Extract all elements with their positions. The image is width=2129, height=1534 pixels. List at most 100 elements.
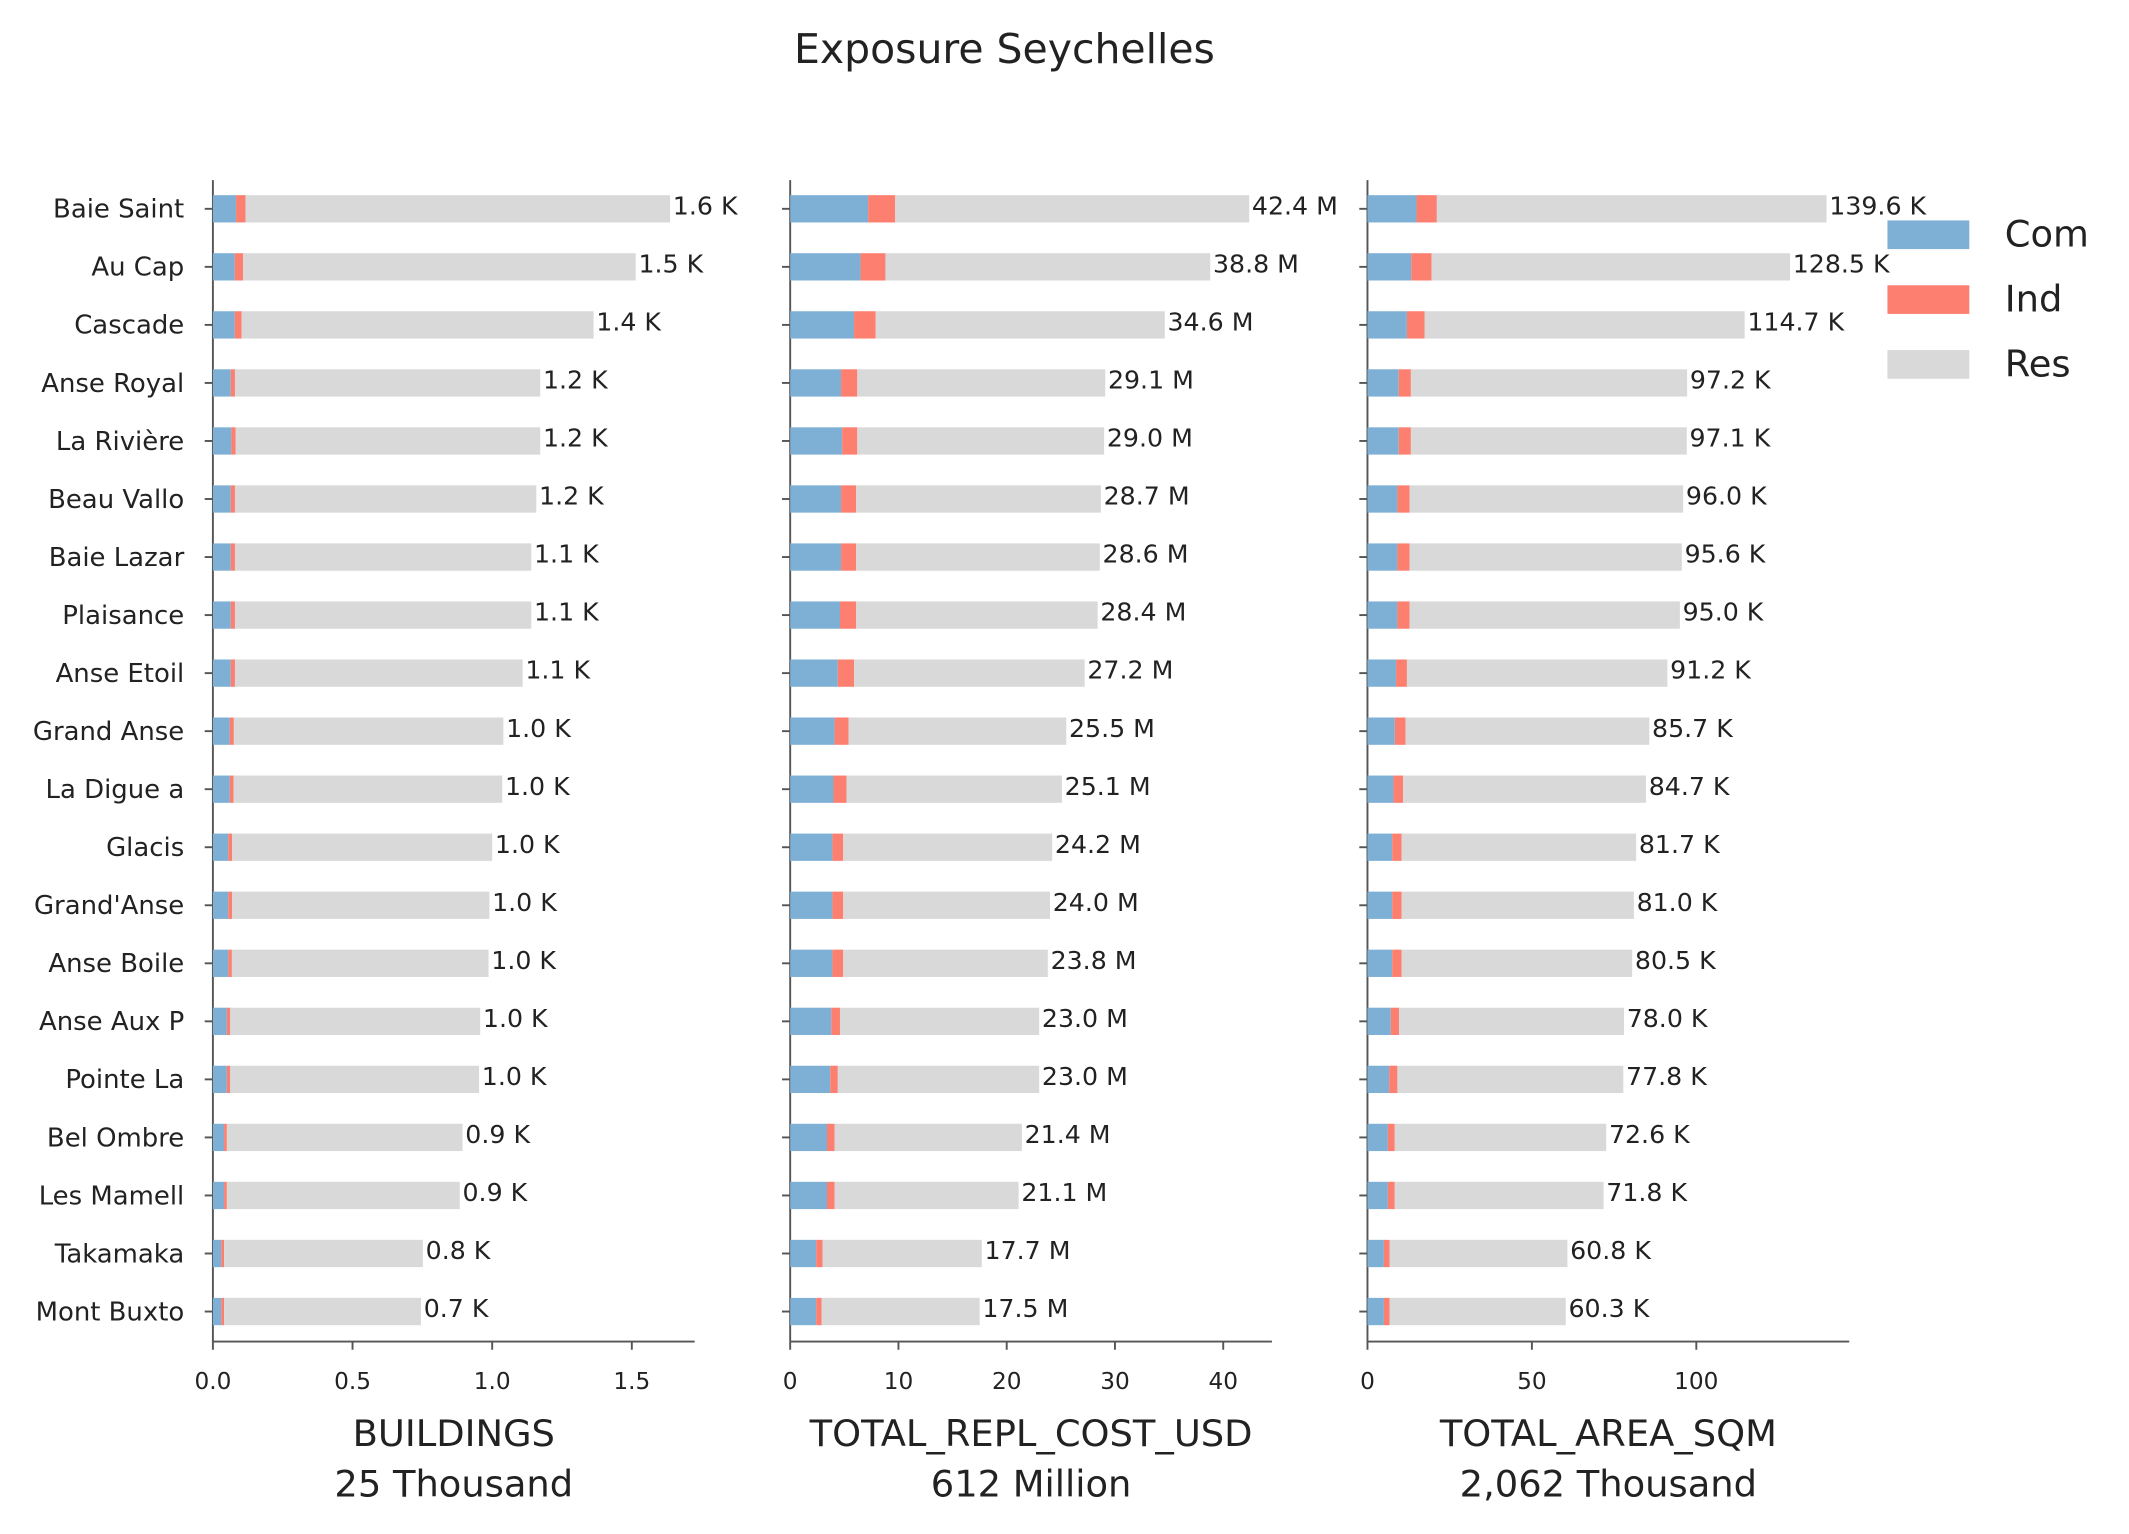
bar-segment xyxy=(816,1239,823,1268)
bar-segment xyxy=(212,1297,222,1326)
bar-segment xyxy=(212,891,229,919)
y-tick-label: Mont Buxto xyxy=(36,1297,185,1327)
total-label: 0.9 K xyxy=(465,1120,531,1149)
total-label: 1.0 K xyxy=(506,714,572,743)
bar-segment xyxy=(212,195,237,223)
bar-segment xyxy=(832,949,844,977)
total-label: 91.2 K xyxy=(1670,656,1752,685)
bar-segment xyxy=(229,775,234,803)
bar-segment xyxy=(1394,1181,1604,1210)
bar-segment xyxy=(832,833,844,861)
x-tick-label: 100 xyxy=(1674,1368,1718,1395)
total-label: 1.1 K xyxy=(534,598,600,627)
total-label: 42.4 M xyxy=(1252,191,1338,220)
y-tick-label: Glacis xyxy=(106,833,184,863)
bar-segment xyxy=(826,1123,835,1152)
bar-segment xyxy=(232,833,493,861)
bar-segment xyxy=(212,601,231,629)
total-label: 1.0 K xyxy=(491,946,557,975)
bar-segment xyxy=(1406,659,1668,687)
total-label: 1.0 K xyxy=(483,1004,549,1033)
bar-segment xyxy=(234,253,244,281)
bar-segment xyxy=(212,659,231,687)
y-tick-label: Au Cap xyxy=(91,253,184,283)
bar-segment xyxy=(790,543,842,571)
bar-segment xyxy=(212,1181,225,1210)
bar-segment xyxy=(790,485,842,513)
bar-segment xyxy=(856,601,1098,629)
bar-segment xyxy=(1367,369,1399,397)
bar-segment xyxy=(1367,949,1393,977)
bar-segment xyxy=(1367,485,1398,513)
bar-segment xyxy=(790,1297,817,1326)
bar-segment xyxy=(234,601,532,629)
bar-segment xyxy=(231,427,236,455)
x-tick-label: 40 xyxy=(1208,1368,1238,1395)
bar-segment xyxy=(233,775,503,803)
total-label: 1.2 K xyxy=(543,366,609,395)
bar-segment xyxy=(834,1123,1022,1152)
bar-segment xyxy=(790,1181,827,1210)
y-tick-label: Grand'Anse xyxy=(34,891,184,921)
legend-swatch xyxy=(1887,350,1970,379)
total-label: 21.4 M xyxy=(1025,1120,1111,1149)
bar-segment xyxy=(1411,253,1432,281)
y-tick-label: Beau Vallo xyxy=(48,485,184,515)
bar-segment xyxy=(1367,1181,1388,1210)
bar-segment xyxy=(790,195,869,223)
bar-segment xyxy=(1390,1007,1400,1035)
x-tick-label: 0 xyxy=(783,1368,798,1395)
bar-segment xyxy=(234,485,537,513)
total-label: 1.0 K xyxy=(505,772,571,801)
bar-segment xyxy=(1383,1297,1390,1326)
bar-segment xyxy=(212,1065,227,1094)
x-axis-sublabel: 612 Million xyxy=(931,1463,1132,1506)
bar-segment xyxy=(857,369,1106,397)
bar-segment xyxy=(226,1123,463,1152)
bar-segment xyxy=(233,717,504,745)
bar-segment xyxy=(834,1181,1019,1210)
total-label: 27.2 M xyxy=(1087,656,1173,685)
bar-segment xyxy=(224,1123,227,1152)
total-label: 28.4 M xyxy=(1100,598,1186,627)
bar-segment xyxy=(1367,1123,1388,1152)
x-tick-label: 50 xyxy=(1517,1368,1547,1395)
bar-segment xyxy=(1367,311,1407,339)
bar-segment xyxy=(212,311,235,339)
bar-segment xyxy=(843,891,1051,919)
bar-segment xyxy=(790,253,861,281)
bar-segment xyxy=(842,427,858,455)
total-label: 23.0 M xyxy=(1042,1062,1128,1091)
bar-segment xyxy=(1416,195,1437,223)
total-label: 24.0 M xyxy=(1053,888,1139,917)
total-label: 21.1 M xyxy=(1021,1178,1107,1207)
total-label: 28.6 M xyxy=(1103,540,1189,569)
total-label: 29.1 M xyxy=(1108,366,1194,395)
legend-label: Com xyxy=(2005,213,2089,256)
bar-segment xyxy=(790,659,838,687)
bar-segment xyxy=(790,1239,817,1268)
bar-segment xyxy=(822,1239,982,1268)
bar-segment xyxy=(212,1007,227,1035)
bar-segment xyxy=(1405,717,1650,745)
bar-segment xyxy=(230,1065,480,1094)
total-label: 1.1 K xyxy=(534,540,600,569)
total-label: 0.7 K xyxy=(424,1294,490,1323)
bar-segment xyxy=(1399,1007,1624,1035)
bar-segment xyxy=(212,543,231,571)
total-label: 1.6 K xyxy=(673,191,739,220)
bar-segment xyxy=(212,949,229,977)
bar-segment xyxy=(843,833,1053,861)
total-label: 17.7 M xyxy=(985,1236,1071,1265)
bar-segment xyxy=(1397,1065,1624,1094)
bar-segment xyxy=(234,543,532,571)
bar-segment xyxy=(790,601,840,629)
total-label: 139.6 K xyxy=(1829,191,1927,220)
total-label: 60.3 K xyxy=(1568,1294,1650,1323)
total-label: 85.7 K xyxy=(1652,714,1734,743)
bar-segment xyxy=(1367,1297,1384,1326)
bar-segment xyxy=(1367,717,1395,745)
x-tick-label: 10 xyxy=(884,1368,914,1395)
total-label: 96.0 K xyxy=(1686,482,1768,511)
